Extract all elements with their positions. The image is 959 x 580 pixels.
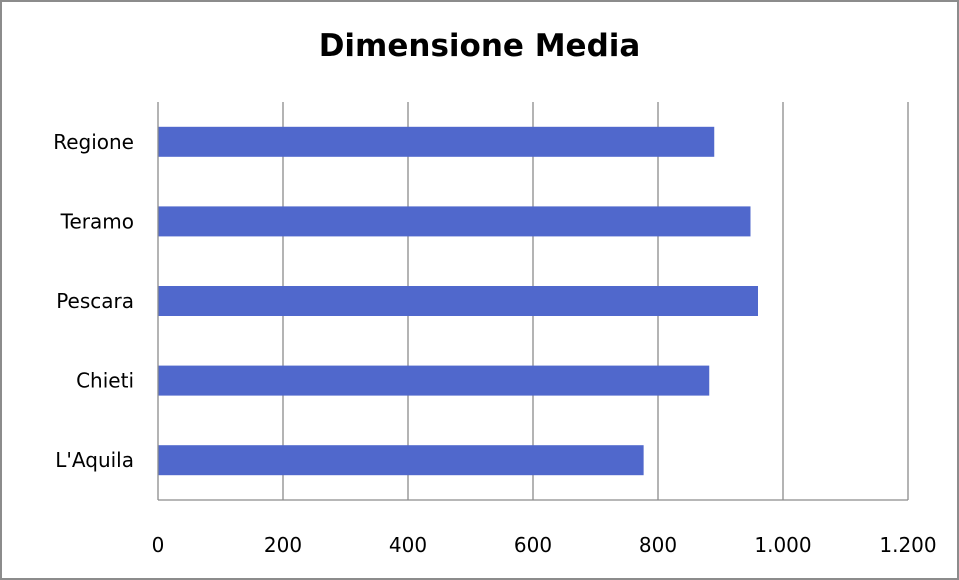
category-label: Teramo (60, 209, 134, 233)
axes (157, 102, 908, 501)
x-tick-label: 200 (264, 533, 302, 557)
x-tick-label: 800 (639, 533, 677, 557)
category-label: Pescara (56, 289, 134, 313)
category-label: Regione (53, 130, 134, 154)
bar-laquila (158, 445, 644, 476)
category-label: Chieti (76, 369, 134, 393)
x-tick-label: 1.000 (754, 533, 811, 557)
bar-teramo (158, 206, 751, 237)
x-tick-label: 1.200 (879, 533, 936, 557)
chart-title: Dimensione Media (318, 28, 641, 64)
bar-chieti (158, 365, 710, 396)
bar-series (158, 126, 758, 476)
category-label: L'Aquila (55, 448, 134, 472)
x-tick-label: 600 (514, 533, 552, 557)
x-axis-tick-labels: 0 200 400 600 800 1.000 1.200 (152, 533, 937, 557)
x-tick-label: 400 (389, 533, 427, 557)
y-axis-category-labels: Regione Teramo Pescara Chieti L'Aquila (53, 130, 134, 472)
bar-pescara (158, 286, 758, 316)
x-tick-label: 0 (152, 533, 165, 557)
bar-regione (158, 126, 715, 157)
